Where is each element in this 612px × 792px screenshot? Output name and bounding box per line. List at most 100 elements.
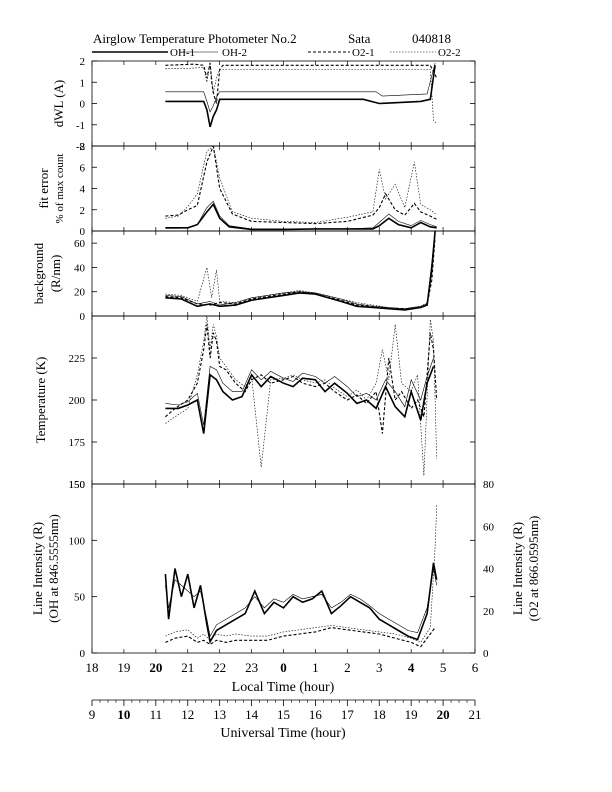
legend-entry: O2-2 bbox=[390, 47, 461, 59]
series-oh-2 bbox=[165, 357, 434, 426]
local-time-tick-label: 4 bbox=[408, 660, 415, 675]
series-oh-2 bbox=[165, 231, 436, 310]
series-o2-2 bbox=[165, 62, 437, 124]
y2-axis-label: (O2 at 866.0595nm) bbox=[526, 516, 541, 622]
date-code: 040818 bbox=[412, 31, 451, 46]
y-tick-label: 0 bbox=[80, 311, 86, 323]
y-tick-label: -1 bbox=[76, 120, 85, 132]
ut-tick-label: 19 bbox=[405, 707, 418, 722]
series-o2-1 bbox=[165, 237, 436, 310]
y-axis-label: % of max count bbox=[54, 154, 66, 224]
local-time-tick-label: 6 bbox=[472, 660, 479, 675]
series-o2-2 bbox=[165, 146, 437, 223]
panel-dwl: 2 1 0 -1 -2 dWL (A) bbox=[51, 56, 476, 153]
local-time-tick-label: 5 bbox=[440, 660, 447, 675]
panel-frame bbox=[91, 60, 476, 147]
series-oh-1 bbox=[165, 202, 437, 231]
ut-axis-label: Universal Time (hour) bbox=[220, 726, 346, 741]
ut-tick-label: 12 bbox=[181, 707, 194, 722]
y2-axis-label: Line Intensity (R) bbox=[510, 522, 525, 615]
legend-label: O2-1 bbox=[352, 47, 375, 59]
local-time-tick-label: 23 bbox=[245, 660, 258, 675]
y-tick-label: 0 bbox=[80, 648, 86, 660]
y-tick-label: 2 bbox=[80, 205, 86, 217]
y-tick-label: 8 bbox=[80, 141, 86, 153]
legend-label: OH-1 bbox=[170, 47, 195, 59]
y-tick-label: 150 bbox=[69, 479, 86, 491]
legend-label: OH-2 bbox=[222, 47, 247, 59]
panel-temp: 225 200 175 150 Temperature (K) bbox=[33, 315, 476, 491]
ut-tick-label: 10 bbox=[117, 707, 130, 722]
series-o2-2 bbox=[165, 316, 437, 476]
ut-tick-label: 21 bbox=[469, 707, 482, 722]
local-time-tick-label: 20 bbox=[149, 660, 162, 675]
series-oh-2 bbox=[165, 568, 437, 637]
local-time-tick-label: 1 bbox=[312, 660, 319, 675]
y-tick-label: -2 bbox=[76, 141, 85, 153]
ut-tick-label: 14 bbox=[245, 707, 259, 722]
series-o2-2 bbox=[165, 231, 436, 310]
y-tick-label: 200 bbox=[69, 395, 86, 407]
y-axis-label: fit error bbox=[36, 168, 51, 209]
y-tick-label: 150 bbox=[69, 479, 86, 491]
chart-title: Airglow Temperature Photometer No.2 bbox=[93, 31, 297, 46]
ut-tick-label: 13 bbox=[213, 707, 226, 722]
series-oh-1 bbox=[164, 562, 438, 644]
y-tick-label: 100 bbox=[69, 535, 86, 547]
legend-entry: O2-1 bbox=[308, 47, 375, 59]
panel-fit: 8 6 4 2 0 fit error% of max count bbox=[36, 141, 476, 238]
ut-tick-label: 15 bbox=[277, 707, 290, 722]
ut-tick-label: 20 bbox=[437, 707, 450, 722]
local-time-tick-label: 22 bbox=[213, 660, 226, 675]
series-oh-1 bbox=[165, 366, 435, 434]
y-tick-label: 50 bbox=[74, 592, 86, 604]
y2-tick-label: 20 bbox=[483, 606, 495, 618]
series-o2-1 bbox=[165, 627, 436, 648]
y2-tick-label: 60 bbox=[483, 521, 495, 533]
panel-bg: 60 40 20 0 background (R/nm) bbox=[31, 230, 476, 323]
panel-frame bbox=[91, 145, 476, 232]
y2-tick-label: 0 bbox=[483, 648, 489, 660]
y-tick-label: 6 bbox=[80, 162, 86, 174]
y-axis-label: dWL (A) bbox=[51, 80, 66, 128]
series-oh-2 bbox=[165, 63, 436, 113]
local-time-tick-label: 0 bbox=[280, 660, 287, 675]
local-time-tick-label: 2 bbox=[344, 660, 351, 675]
local-time-tick-label: 18 bbox=[86, 660, 99, 675]
y2-tick-label: 80 bbox=[483, 479, 495, 491]
series-oh-1 bbox=[165, 231, 436, 311]
panel-frame bbox=[91, 483, 476, 654]
y-axis-label: (R/nm) bbox=[48, 255, 63, 293]
ut-tick-label: 11 bbox=[150, 707, 163, 722]
legend-entry: OH-1 bbox=[92, 47, 195, 59]
y-tick-label: 175 bbox=[69, 437, 86, 449]
series-o2-1 bbox=[165, 324, 438, 434]
ut-tick-label: 9 bbox=[89, 707, 96, 722]
y-axis-label: (OH at 846.5555nm) bbox=[46, 514, 61, 623]
y-axis-label: background bbox=[31, 242, 46, 304]
y-tick-label: 40 bbox=[74, 262, 86, 274]
y2-tick-label: 40 bbox=[483, 564, 495, 576]
legend-label: O2-2 bbox=[438, 47, 461, 59]
y-tick-label: 20 bbox=[74, 287, 86, 299]
y-axis-label: Line Intensity (R) bbox=[30, 522, 45, 615]
ut-tick-label: 17 bbox=[341, 707, 355, 722]
series-o2-1 bbox=[165, 146, 437, 225]
y-axis-label: Temperature (K) bbox=[33, 357, 48, 444]
series-o2-2 bbox=[165, 505, 437, 643]
y-tick-label: 0 bbox=[80, 226, 86, 238]
legend: OH-1 OH-2 O2-1 O2-2 bbox=[92, 47, 461, 59]
local-time-tick-label: 3 bbox=[376, 660, 383, 675]
y-tick-label: 2 bbox=[80, 56, 86, 68]
legend-entry: OH-2 bbox=[180, 47, 247, 59]
local-time-tick-label: 19 bbox=[117, 660, 130, 675]
ut-tick-label: 16 bbox=[309, 707, 323, 722]
series-oh-1 bbox=[165, 65, 436, 128]
y-tick-label: 4 bbox=[80, 184, 86, 196]
y-tick-label: 60 bbox=[74, 238, 86, 250]
local-time-axis-label: Local Time (hour) bbox=[232, 680, 335, 695]
